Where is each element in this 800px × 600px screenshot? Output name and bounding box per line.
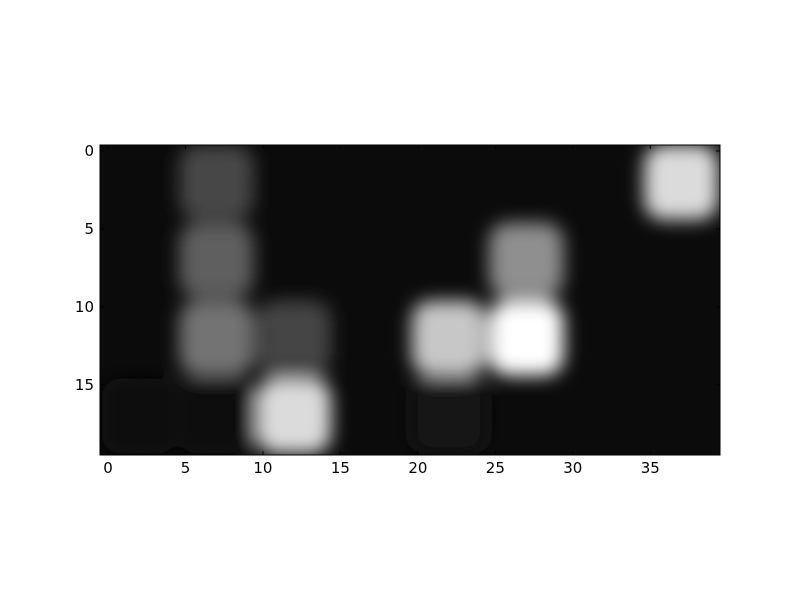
y-axis: 0 5 10 15 — [75, 142, 720, 394]
heatmap-cell-0 — [179, 145, 254, 220]
y-tick-label: 10 — [75, 298, 94, 316]
plot-frame — [99, 144, 721, 456]
y-tick-label: 0 — [84, 142, 94, 160]
x-tick-label: 0 — [103, 459, 113, 477]
heatmap-cell-5 — [411, 300, 487, 376]
heatmap-cell-8 — [644, 145, 719, 220]
x-tick-label: 15 — [331, 459, 350, 477]
heatmap-cell-3 — [256, 300, 332, 376]
x-tick-label: 10 — [253, 459, 272, 477]
plot-area — [99, 144, 721, 456]
heatmap-cells — [101, 145, 719, 454]
heatmap-cell-11 — [101, 378, 177, 454]
heatmap-cell-2 — [179, 300, 254, 376]
x-tick-label: 5 — [181, 459, 191, 477]
heatmap-cell-4 — [256, 378, 332, 454]
y-tick-label: 5 — [84, 220, 94, 238]
heatmap-cell-6 — [489, 222, 564, 298]
y-tick-label: 15 — [75, 376, 94, 394]
heatmap-cell-1 — [179, 222, 254, 298]
x-tick-label: 35 — [641, 459, 660, 477]
heatmap-cell-7 — [489, 300, 564, 376]
heatmap-cell-10 — [179, 378, 254, 454]
x-tick-label: 20 — [408, 459, 427, 477]
x-tick-label: 25 — [486, 459, 505, 477]
x-tick-label: 30 — [563, 459, 582, 477]
heatmap-cell-9 — [411, 378, 487, 454]
x-axis: 0 5 10 15 20 25 30 35 — [103, 145, 660, 477]
